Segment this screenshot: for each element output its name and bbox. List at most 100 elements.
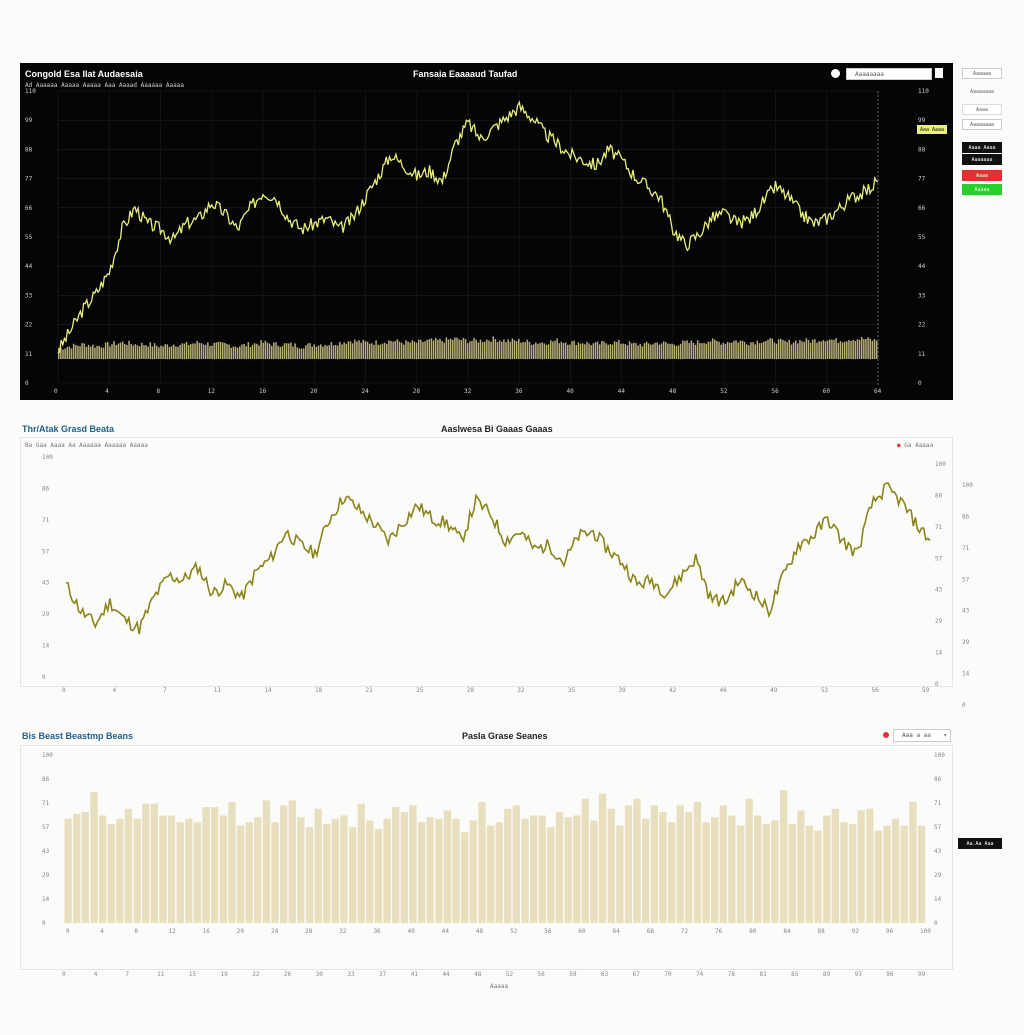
bar bbox=[443, 810, 452, 923]
x-tick-label-lower: 67 bbox=[633, 971, 641, 978]
y-tick-label-left: 22 bbox=[25, 322, 33, 329]
volume-bar bbox=[560, 341, 563, 359]
volume-bar bbox=[556, 338, 558, 359]
buy-button[interactable]: Aaaaa bbox=[962, 184, 1002, 195]
side-button-5[interactable]: Aaaa Aaaa bbox=[962, 142, 1002, 153]
volume-bar bbox=[294, 343, 296, 359]
x-tick-label: 8 bbox=[157, 388, 161, 395]
volume-bar bbox=[694, 344, 697, 359]
bar bbox=[81, 812, 89, 923]
bar bbox=[797, 810, 805, 923]
y-tick-label-left: 55 bbox=[25, 234, 33, 241]
bar bbox=[823, 815, 831, 923]
volume-bar bbox=[275, 342, 277, 359]
volume-bar bbox=[183, 343, 186, 359]
panel2-chart-title: Aaslwesa Bi Gaaas Gaaas bbox=[441, 424, 553, 434]
volume-bar bbox=[532, 344, 535, 359]
bar bbox=[581, 798, 589, 923]
volume-bar bbox=[794, 340, 797, 359]
volume-bar bbox=[256, 343, 258, 359]
bar bbox=[512, 805, 520, 923]
x-tick-label: 21 bbox=[366, 687, 374, 694]
volume-bar bbox=[581, 343, 584, 359]
y-tick-label-left: 86 bbox=[42, 485, 50, 492]
x-tick-label: 48 bbox=[476, 928, 484, 935]
volume-bar bbox=[211, 345, 213, 359]
x-tick-label: 28 bbox=[305, 928, 313, 935]
y-tick-label-right: 57 bbox=[934, 824, 942, 831]
last-price-tag: Aaa Aaaa bbox=[917, 125, 947, 134]
volume-bar bbox=[207, 342, 209, 359]
volume-bar bbox=[826, 340, 829, 359]
x-tick-label-lower: 11 bbox=[157, 971, 165, 978]
y-tick-label-right: 71 bbox=[934, 800, 942, 807]
y-tick-label-left: 14 bbox=[42, 643, 50, 650]
volume-bar bbox=[541, 342, 543, 359]
period-select[interactable]: Aaa a aa ▾ bbox=[893, 729, 951, 742]
volume-bar bbox=[273, 342, 275, 359]
volume-bar bbox=[153, 343, 156, 359]
x-tick-label: 46 bbox=[720, 687, 728, 694]
bar bbox=[754, 815, 762, 923]
volume-bar bbox=[775, 343, 778, 359]
volume-bar bbox=[70, 348, 73, 359]
volume-bar bbox=[809, 342, 812, 359]
bar bbox=[728, 815, 736, 923]
volume-bar bbox=[379, 344, 382, 359]
y-tick-label-right: 77 bbox=[918, 176, 926, 183]
volume-bar bbox=[217, 341, 220, 359]
bar bbox=[185, 818, 193, 923]
volume-bar bbox=[822, 340, 825, 359]
volume-bar bbox=[317, 345, 320, 359]
y-tick-label-right: 110 bbox=[918, 88, 929, 95]
bar bbox=[323, 823, 331, 923]
record-icon[interactable] bbox=[831, 69, 840, 78]
volume-bar bbox=[117, 343, 120, 359]
bar bbox=[193, 822, 202, 923]
volume-bar bbox=[577, 342, 580, 359]
side-button-4[interactable]: Aaaaaaaa bbox=[962, 119, 1002, 130]
volume-bar bbox=[569, 344, 571, 359]
volume-bar bbox=[358, 340, 360, 359]
volume-bar bbox=[567, 344, 569, 359]
volume-bar bbox=[771, 338, 773, 359]
x-tick-label: 40 bbox=[408, 928, 416, 935]
volume-bar bbox=[452, 339, 454, 359]
y-tick-label-right: 0 bbox=[935, 681, 939, 688]
volume-bar bbox=[366, 341, 369, 359]
side-button-6[interactable]: Aaaaaaa bbox=[962, 154, 1002, 165]
volume-bar bbox=[407, 341, 409, 359]
side-button-2[interactable]: Aaaaaaaa bbox=[969, 88, 995, 95]
volume-bar bbox=[860, 337, 863, 359]
chart-subtitle: Ad Aaaaaa Aaaaa Aaaaa Aaa Aaaad Aaaaaa A… bbox=[25, 82, 184, 89]
y-tick-label-left: 77 bbox=[25, 176, 33, 183]
sell-button[interactable]: Aaaa bbox=[962, 170, 1002, 181]
volume-bar bbox=[360, 342, 362, 359]
y-tick-label-outer: 86 bbox=[962, 513, 970, 520]
y-tick-label-right: 86 bbox=[934, 776, 942, 783]
volume-bar bbox=[202, 344, 205, 359]
volume-bar bbox=[79, 346, 81, 359]
line-chart-panel bbox=[20, 437, 953, 687]
settings-icon[interactable] bbox=[935, 68, 943, 78]
bar bbox=[236, 825, 245, 923]
volume-bar bbox=[371, 343, 373, 359]
x-tick-label: 32 bbox=[339, 928, 347, 935]
y-tick-label-right: 0 bbox=[934, 920, 938, 927]
side-button-3[interactable]: Aaaa bbox=[962, 104, 1002, 115]
volume-bar bbox=[119, 342, 122, 359]
x-tick-label-lower: 96 bbox=[886, 971, 894, 978]
x-tick-label-lower: 41 bbox=[411, 971, 419, 978]
y-tick-label-right: 57 bbox=[935, 555, 943, 562]
volume-bar bbox=[428, 339, 431, 359]
side-button-1[interactable]: Aaaaaa bbox=[962, 68, 1002, 79]
volume-bar bbox=[96, 345, 98, 359]
volume-bar bbox=[603, 341, 605, 359]
volume-bar bbox=[790, 344, 793, 359]
bar bbox=[202, 807, 210, 923]
volume-bar bbox=[801, 341, 803, 359]
volume-bar bbox=[535, 342, 537, 359]
bar bbox=[73, 813, 81, 923]
bar bbox=[417, 822, 426, 923]
symbol-search-input[interactable]: Aaaaaaaa bbox=[846, 68, 932, 80]
